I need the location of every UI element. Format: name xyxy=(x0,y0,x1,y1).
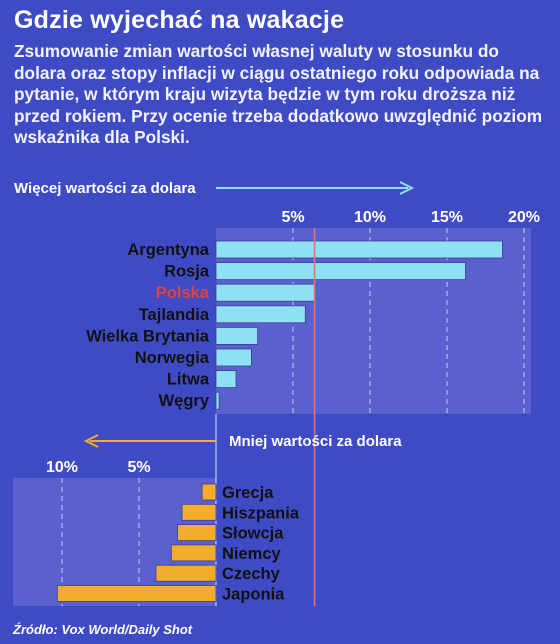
top-category-label: Argentyna xyxy=(127,241,209,259)
bottom-category-label: Grecja xyxy=(222,484,274,502)
top-tick-label: 20% xyxy=(508,209,540,226)
top-category-label: Rosja xyxy=(164,263,210,281)
top-bar xyxy=(215,240,503,259)
bottom-bar xyxy=(201,483,217,501)
bottom-bar xyxy=(56,585,217,602)
bottom-category-label: Japonia xyxy=(222,586,285,604)
bottom-tick-label: 5% xyxy=(127,459,150,476)
top-category-label: Tajlandia xyxy=(139,306,210,324)
right-arrow-head xyxy=(399,181,415,195)
top-bar xyxy=(215,348,252,367)
top-tick-label: 5% xyxy=(281,209,304,226)
top-bar xyxy=(215,262,466,281)
top-bar xyxy=(215,305,306,324)
top-bar xyxy=(215,283,315,302)
page-title: Gdzie wyjechać na wakacje xyxy=(14,6,345,34)
left-arrow-head xyxy=(83,434,99,448)
top-category-label: Polska xyxy=(156,284,210,302)
top-bar xyxy=(215,391,220,410)
bottom-bar xyxy=(177,524,217,541)
bottom-category-label: Czechy xyxy=(222,565,281,583)
bottom-tick-label: 10% xyxy=(46,459,78,476)
top-category-label: Wielka Brytania xyxy=(86,327,210,345)
top-tick-label: 15% xyxy=(431,209,463,226)
bottom-category-label: Słowcja xyxy=(222,525,284,543)
top-bar xyxy=(215,326,258,345)
top-arrow-label: Więcej wartości za dolara xyxy=(14,180,196,197)
top-category-label: Norwegia xyxy=(135,349,210,367)
bottom-arrow-label: Mniej wartości za dolara xyxy=(229,433,402,450)
bottom-bar xyxy=(170,544,217,562)
bottom-bar xyxy=(181,503,217,521)
top-tick-label: 10% xyxy=(354,209,386,226)
top-category-label: Węgry xyxy=(159,392,210,410)
top-category-label: Litwa xyxy=(167,371,210,389)
bottom-bar-chart: 10% 5% Mniej wartości za dolara Grecja Hiszp… xyxy=(13,414,402,606)
source-note: Źródło: Vox World/Daily Shot xyxy=(13,622,193,637)
bottom-plot-area xyxy=(13,478,216,606)
bottom-category-label: Niemcy xyxy=(222,545,282,563)
bottom-category-label: Hiszpania xyxy=(222,504,300,522)
bottom-bar xyxy=(155,564,217,582)
top-bar-chart: 5% 10% 15% 20% Więcej wartości za dolara Arge… xyxy=(14,180,540,606)
top-bar xyxy=(215,370,237,389)
chart-subtitle: Zsumowanie zmian wartości własnej waluty… xyxy=(14,41,543,147)
